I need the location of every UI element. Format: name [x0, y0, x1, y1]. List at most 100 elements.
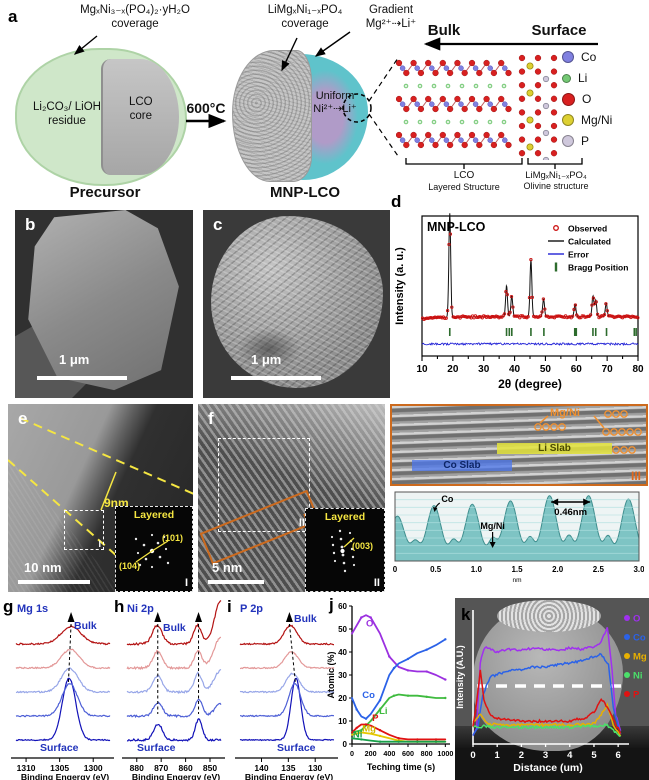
svg-text:Mg: Mg — [362, 723, 376, 734]
o-atom-icon — [562, 92, 575, 106]
svg-text:2.5: 2.5 — [593, 565, 605, 574]
zoom-circle-icon — [342, 93, 372, 123]
svg-text:870: 870 — [154, 763, 168, 773]
panel-c-sem-image: c 1 μm — [203, 210, 390, 398]
co-slab-bar: Co Slab — [412, 460, 512, 471]
olivine-structure-line2: Olivine structure — [523, 181, 589, 192]
panel-j-letter: j — [329, 595, 334, 614]
svg-text:Surface: Surface — [137, 742, 176, 754]
mnp-caption: MNP-LCO — [270, 184, 340, 201]
panel-c-letter: c — [213, 215, 223, 234]
svg-text:40: 40 — [338, 648, 347, 657]
panel-h-letter: h — [114, 597, 125, 616]
crystal-structure — [396, 54, 558, 160]
svg-text:3.0: 3.0 — [633, 565, 644, 574]
legend-label-p: P — [581, 134, 590, 148]
panel-e-scalebar — [18, 580, 90, 584]
roi-box-f-tag: II — [298, 517, 305, 529]
svg-text:800: 800 — [421, 749, 433, 758]
svg-text:Mg: Mg — [633, 652, 647, 663]
svg-text:2: 2 — [519, 750, 524, 761]
bulk-label: Bulk — [427, 22, 461, 39]
svg-text:Bragg Position: Bragg Position — [568, 263, 628, 273]
olivine-structure-label: LiMgₓNi₁₋ₓPO₄ Olivine structure — [512, 170, 600, 192]
fft-phase-f: Layered — [324, 511, 366, 523]
legend-row-co: Co — [562, 50, 648, 64]
lco-brace-icon — [405, 158, 523, 165]
panel-c-scalebar-label: 1 μm — [251, 352, 282, 367]
xps-mg1s-title: Mg 1s — [17, 603, 49, 615]
residue-line1: Li₂CO₃/ LiOH — [33, 100, 101, 113]
legend-row-p: P — [562, 134, 648, 148]
panel-e-scalebar-label: 10 nm — [24, 560, 62, 575]
panel-e-letter: e — [18, 409, 28, 428]
svg-text:5: 5 — [591, 750, 597, 761]
svg-text:1305: 1305 — [50, 763, 69, 773]
svg-text:Surface: Surface — [277, 742, 316, 754]
svg-text:50: 50 — [338, 625, 347, 634]
svg-text:1.0: 1.0 — [471, 565, 483, 574]
coating-word: coverage — [111, 17, 159, 30]
residue-line2: residue — [48, 114, 86, 127]
svg-text:200: 200 — [365, 749, 377, 758]
gradient-arrow-icon — [314, 31, 351, 57]
svg-text:Binding Engergy (eV): Binding Engergy (eV) — [245, 772, 333, 780]
svg-text:0.46nm: 0.46nm — [554, 507, 587, 518]
svg-text:P: P — [372, 713, 379, 724]
precursor-coating-arrow-icon — [73, 35, 98, 55]
svg-text:135: 135 — [281, 763, 295, 773]
temperature-label: 600°C — [186, 100, 226, 116]
svg-text:1300: 1300 — [84, 763, 103, 773]
fft-tag-f: II — [373, 577, 380, 589]
gradient-line1: Gradient — [368, 4, 414, 16]
svg-text:1310: 1310 — [17, 763, 36, 773]
svg-text:Ni: Ni — [633, 671, 643, 682]
svg-text:Co: Co — [633, 633, 646, 644]
svg-text:20: 20 — [338, 694, 347, 703]
panel-h-xps: 880 870 860 850 Binding Engergy (eV) Bulk Surf… — [113, 598, 225, 780]
roi-box-e-tag: I — [98, 539, 101, 549]
svg-text:0: 0 — [350, 749, 354, 758]
svg-text:Binding Engergy (eV): Binding Engergy (eV) — [132, 772, 220, 780]
svg-text:Co: Co — [362, 690, 375, 701]
svg-text:400: 400 — [383, 749, 395, 758]
co-atom-icon — [562, 51, 574, 63]
atom-legend: Co Li O Mg/Ni P — [562, 50, 648, 155]
svg-text:30: 30 — [478, 364, 490, 375]
mnp-coating-arrow-icon — [281, 37, 298, 72]
legend-row-o: O — [562, 92, 648, 106]
svg-text:Distance (um): Distance (um) — [513, 762, 582, 774]
roi-box-f: II — [218, 438, 310, 532]
gradient-label: Gradient Mg²⁺⇢Li⁺ — [345, 4, 437, 32]
panel-g-letter: g — [3, 597, 14, 616]
sem-particle-cap — [497, 600, 601, 632]
legend-row-mgni: Mg/Ni — [562, 113, 648, 127]
zoom-connector-bottom — [368, 113, 399, 157]
gradient-line2: Mg²⁺⇢Li⁺ — [365, 17, 417, 30]
sem-particle-smooth — [28, 210, 179, 391]
svg-text:1000: 1000 — [437, 749, 453, 758]
svg-text:Bulk: Bulk — [74, 620, 97, 632]
svg-text:nm: nm — [512, 577, 521, 584]
svg-text:860: 860 — [179, 763, 193, 773]
legend-row-li: Li — [562, 71, 648, 85]
svg-text:MNP-LCO: MNP-LCO — [427, 220, 486, 234]
panel-f-letter: f — [208, 409, 214, 428]
svg-text:3: 3 — [543, 750, 548, 761]
svg-text:O: O — [633, 614, 640, 625]
panel-g-xps: 1310 1305 1300 Binding Engergy (eV) Bulk Surf… — [2, 597, 114, 780]
svg-text:Bulk: Bulk — [163, 622, 186, 634]
panel-a-annotations — [73, 31, 598, 169]
svg-text:10: 10 — [338, 717, 347, 726]
sem-particle-textured — [211, 216, 383, 388]
panel-b-letter: b — [25, 215, 36, 234]
roi-box-e: I — [64, 510, 104, 550]
core-line2: core — [129, 110, 152, 123]
svg-text:Mg/Ni: Mg/Ni — [480, 521, 505, 531]
panel-a-letter: a — [8, 7, 18, 26]
zoom-connector-top — [368, 57, 399, 102]
svg-text:20: 20 — [447, 364, 459, 375]
surface-label: Surface — [531, 22, 587, 39]
